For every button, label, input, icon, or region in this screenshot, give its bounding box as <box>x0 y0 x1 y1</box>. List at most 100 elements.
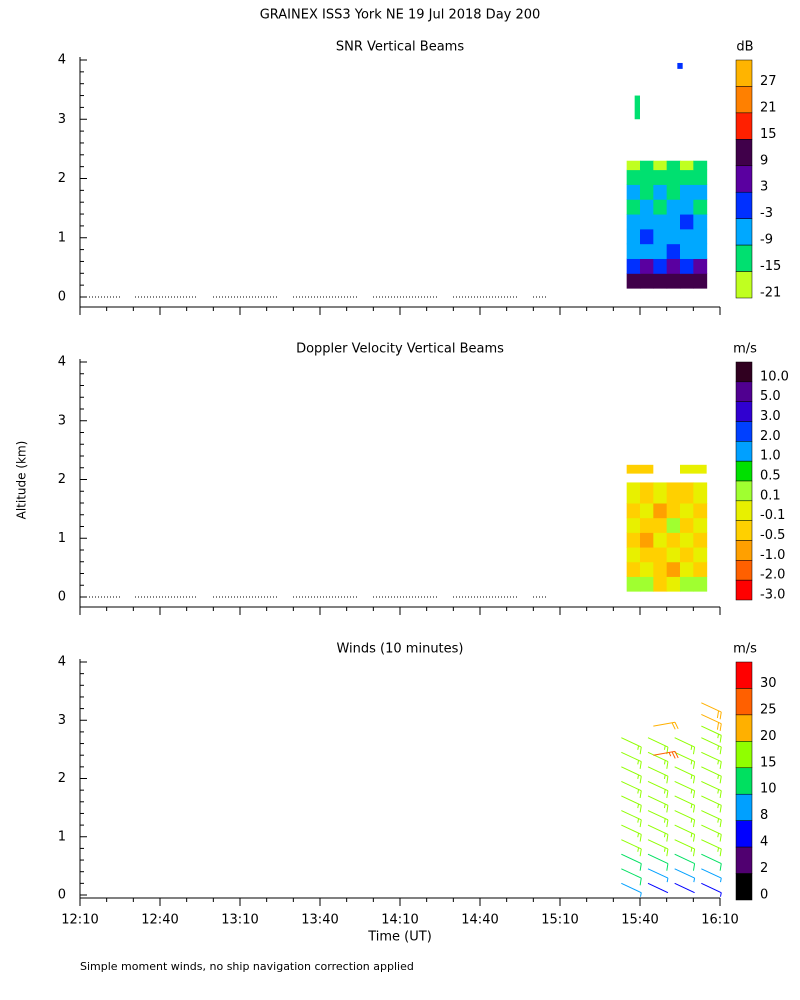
wind-barb <box>701 853 722 871</box>
heat-cell <box>640 169 654 185</box>
heat-cell <box>693 169 708 185</box>
heat-cell <box>626 547 641 563</box>
colorbar-label: 10 <box>760 782 777 797</box>
colorbar-label: 15 <box>760 127 777 142</box>
barb-staff <box>701 839 722 850</box>
wind-barb <box>647 795 669 813</box>
heat-cell <box>640 184 654 200</box>
barb-feather <box>717 847 720 852</box>
heat-cell <box>640 576 654 592</box>
barb-feather <box>719 711 722 720</box>
barb-staff <box>621 810 642 821</box>
wind-barb <box>621 780 642 798</box>
y-tick-label: 0 <box>58 290 66 305</box>
colorbar-swatch <box>735 579 753 601</box>
barb-feather <box>668 752 672 757</box>
barb-staff <box>647 795 669 806</box>
barb-staff <box>701 780 722 792</box>
heat-cell <box>626 214 641 230</box>
colorbar-swatch <box>735 139 753 167</box>
heat-cell <box>666 482 681 504</box>
heat-cell <box>640 561 654 577</box>
heat-cell <box>680 273 694 289</box>
wind-barb <box>621 824 642 842</box>
wind-barb <box>647 737 669 755</box>
colorbar-swatch <box>735 820 753 848</box>
heat-cell <box>626 258 641 274</box>
x-tick-label: 12:10 <box>61 913 98 928</box>
barb-feather <box>663 760 666 765</box>
barb-feather <box>639 848 642 857</box>
barb-staff <box>674 810 695 821</box>
wind-barb <box>674 853 696 871</box>
colorbar-label: 25 <box>760 702 777 717</box>
barb-feather <box>663 833 666 838</box>
wind-barb <box>647 766 669 784</box>
barb-feather <box>690 774 693 780</box>
heat-cell <box>653 532 668 548</box>
colorbar-label: -3.0 <box>760 588 785 603</box>
y-tick-label: 1 <box>58 829 66 844</box>
wind-barb <box>701 725 722 743</box>
heat-cell <box>653 517 668 533</box>
y-tick-label: 3 <box>58 413 66 428</box>
wind-barb <box>653 721 679 730</box>
barb-feather <box>692 834 696 842</box>
x-tick-label: 14:10 <box>381 913 418 928</box>
barb-feather <box>719 723 722 731</box>
barb-feather <box>671 722 676 730</box>
colorbar-swatch <box>735 793 753 821</box>
heat-cell <box>626 243 641 259</box>
heat-cell <box>653 214 668 230</box>
barb-staff <box>647 766 669 777</box>
colorbar-swatch <box>735 767 753 795</box>
x-tick-label: 14:40 <box>461 913 498 928</box>
y-tick-label: 3 <box>58 713 66 728</box>
colorbar-swatch <box>735 165 753 193</box>
colorbar-label: -0.1 <box>760 508 785 523</box>
barb-staff <box>701 795 722 806</box>
barb-feather <box>637 745 640 750</box>
heat-cell <box>666 228 681 245</box>
colorbar-label: 2.0 <box>760 429 781 444</box>
colorbar-label: 4 <box>760 835 768 850</box>
heat-cell <box>626 273 641 289</box>
heat-patch <box>677 62 683 69</box>
wind-barb <box>621 882 642 897</box>
y-tick-label: 2 <box>58 171 66 186</box>
barb-staff <box>701 751 722 763</box>
y-tick-label: 3 <box>58 112 66 127</box>
colorbar-label: 1.0 <box>760 449 781 464</box>
heat-cell <box>666 214 681 230</box>
heat-cell <box>693 482 708 504</box>
heat-cell <box>653 258 668 274</box>
heat-cell <box>626 482 641 504</box>
colorbar-swatch <box>735 381 753 402</box>
barb-staff <box>621 737 642 748</box>
heat-patch <box>680 464 707 474</box>
colorbar-unit: m/s <box>733 342 757 357</box>
barb-staff <box>653 721 676 727</box>
barb-feather <box>639 878 642 886</box>
heat-cell <box>653 169 668 185</box>
colorbar-label: 2 <box>760 861 768 876</box>
colorbar-label: 3 <box>760 180 768 195</box>
barb-feather <box>666 863 669 871</box>
barb-staff <box>674 766 695 777</box>
colorbar-unit: dB <box>736 40 753 55</box>
colorbar-swatch <box>735 540 753 561</box>
wind-barb <box>674 810 696 828</box>
barb-feather <box>692 776 696 784</box>
barb-feather <box>719 735 722 743</box>
heat-cell <box>680 243 694 259</box>
barb-feather <box>663 789 666 794</box>
colorbar-label: 8 <box>760 808 768 823</box>
barb-staff <box>701 713 722 725</box>
x-tick-label: 16:10 <box>701 913 738 928</box>
barb-feather <box>719 790 722 798</box>
heat-cell <box>640 160 654 171</box>
heat-cell <box>653 228 668 245</box>
heat-cell <box>693 576 708 592</box>
wind-barb <box>647 751 669 769</box>
heat-cell <box>653 482 668 504</box>
